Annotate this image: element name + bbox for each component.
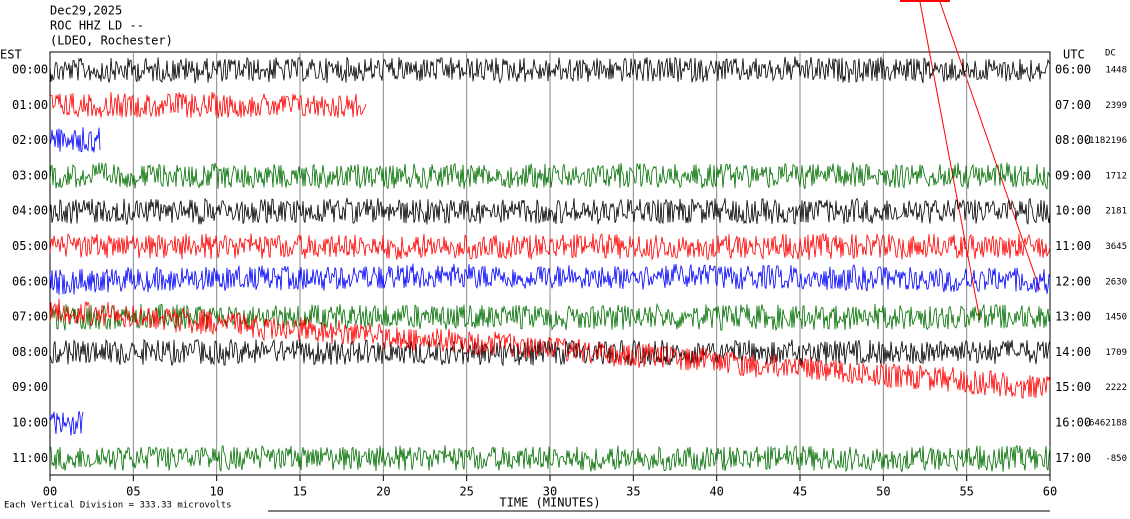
dc-label: 1450 [1105, 313, 1127, 323]
est-label: 05:00 [12, 239, 48, 253]
trace [49, 162, 1051, 190]
est-label: 06:00 [12, 274, 48, 288]
x-tick-label: 60 [1043, 485, 1057, 499]
marker-line [919, 1, 981, 321]
est-label: 07:00 [12, 310, 48, 324]
dc-label: -850 [1105, 454, 1127, 464]
est-label: 09:00 [12, 380, 48, 394]
dc-label: 2181 [1105, 207, 1127, 217]
est-label: 00:00 [12, 63, 48, 77]
x-tick-label: 25 [459, 485, 473, 499]
utc-label: 14:00 [1055, 345, 1091, 359]
marker-line [939, 1, 1041, 291]
network: (LDEO, Rochester) [50, 34, 173, 48]
est-label: 01:00 [12, 98, 48, 112]
utc-label: 09:00 [1055, 168, 1091, 182]
utc-label: 06:00 [1055, 63, 1091, 77]
trace [49, 298, 1051, 399]
utc-label: 08:00 [1055, 133, 1091, 147]
utc-label: 13:00 [1055, 310, 1091, 324]
utc-label: 17:00 [1055, 451, 1091, 465]
x-tick-label: 15 [293, 485, 307, 499]
dc-label: 2222 [1105, 383, 1127, 393]
dc-label: 1712 [1105, 171, 1127, 181]
dc-label: 3645 [1105, 242, 1127, 252]
est-label: 11:00 [12, 451, 48, 465]
trace [49, 444, 1051, 473]
x-tick-label: 30 [543, 485, 557, 499]
dc-label: -1182196 [1084, 136, 1127, 146]
x-title: TIME (MINUTES) [499, 496, 600, 510]
est-label: 10:00 [12, 416, 48, 430]
dc-label: 2399 [1105, 101, 1127, 111]
trace [49, 338, 1051, 367]
trace [49, 127, 101, 153]
utc-label: 16:00 [1055, 416, 1091, 430]
est-label: 08:00 [12, 345, 48, 359]
station: ROC HHZ LD -- [50, 19, 144, 33]
trace [49, 197, 1051, 225]
x-tick-label: 00 [43, 485, 57, 499]
est-label: 04:00 [12, 204, 48, 218]
x-tick-label: 50 [876, 485, 890, 499]
x-tick-label: 05 [126, 485, 140, 499]
x-tick-label: 35 [626, 485, 640, 499]
dc-title: DC [1105, 49, 1116, 59]
footer: Each Vertical Division = 333.33 microvol… [4, 501, 232, 511]
utc-label: 12:00 [1055, 274, 1091, 288]
utc-label: 11:00 [1055, 239, 1091, 253]
x-tick-label: 10 [209, 485, 223, 499]
est-label: 02:00 [12, 133, 48, 147]
x-tick-label: 20 [376, 485, 390, 499]
date: Dec29,2025 [50, 4, 122, 18]
trace [49, 263, 1051, 295]
utc-label: 10:00 [1055, 204, 1091, 218]
x-tick-label: 45 [793, 485, 807, 499]
dc-label: 2630 [1105, 277, 1127, 287]
x-tick-label: 55 [959, 485, 973, 499]
x-tick-label: 40 [709, 485, 723, 499]
dc-label: -6462188 [1084, 419, 1127, 429]
marker-box [900, 0, 950, 2]
trace [49, 411, 84, 436]
trace [49, 302, 1051, 332]
trace [49, 91, 367, 119]
trace [49, 56, 1051, 84]
est-title: EST [0, 48, 22, 62]
dc-label: 1448 [1105, 66, 1127, 76]
est-label: 03:00 [12, 168, 48, 182]
utc-title: UTC [1063, 48, 1085, 62]
trace [49, 232, 1051, 261]
dc-label: 1709 [1105, 348, 1127, 358]
utc-label: 15:00 [1055, 380, 1091, 394]
utc-label: 07:00 [1055, 98, 1091, 112]
